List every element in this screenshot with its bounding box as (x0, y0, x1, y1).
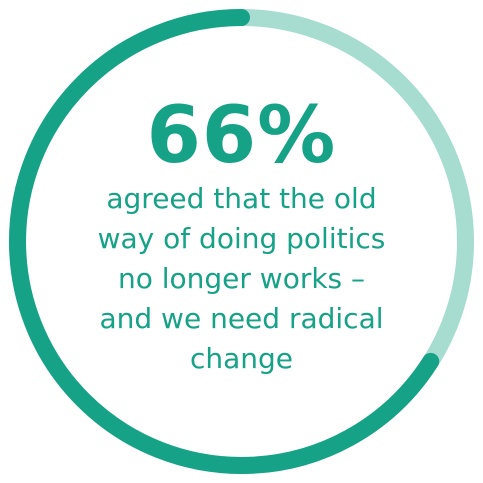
stat-caption-line-5: change (189, 341, 294, 375)
stat-caption-line-2: way of doing politics (97, 221, 386, 255)
donut-filled-arc (9, 9, 474, 474)
stat-value: 66% (146, 90, 337, 181)
stat-caption-line-3: no longer works – (117, 261, 366, 295)
stat-caption-line-1: agreed that the old (106, 181, 377, 215)
stat-caption-line-4: and we need radical (99, 301, 384, 335)
